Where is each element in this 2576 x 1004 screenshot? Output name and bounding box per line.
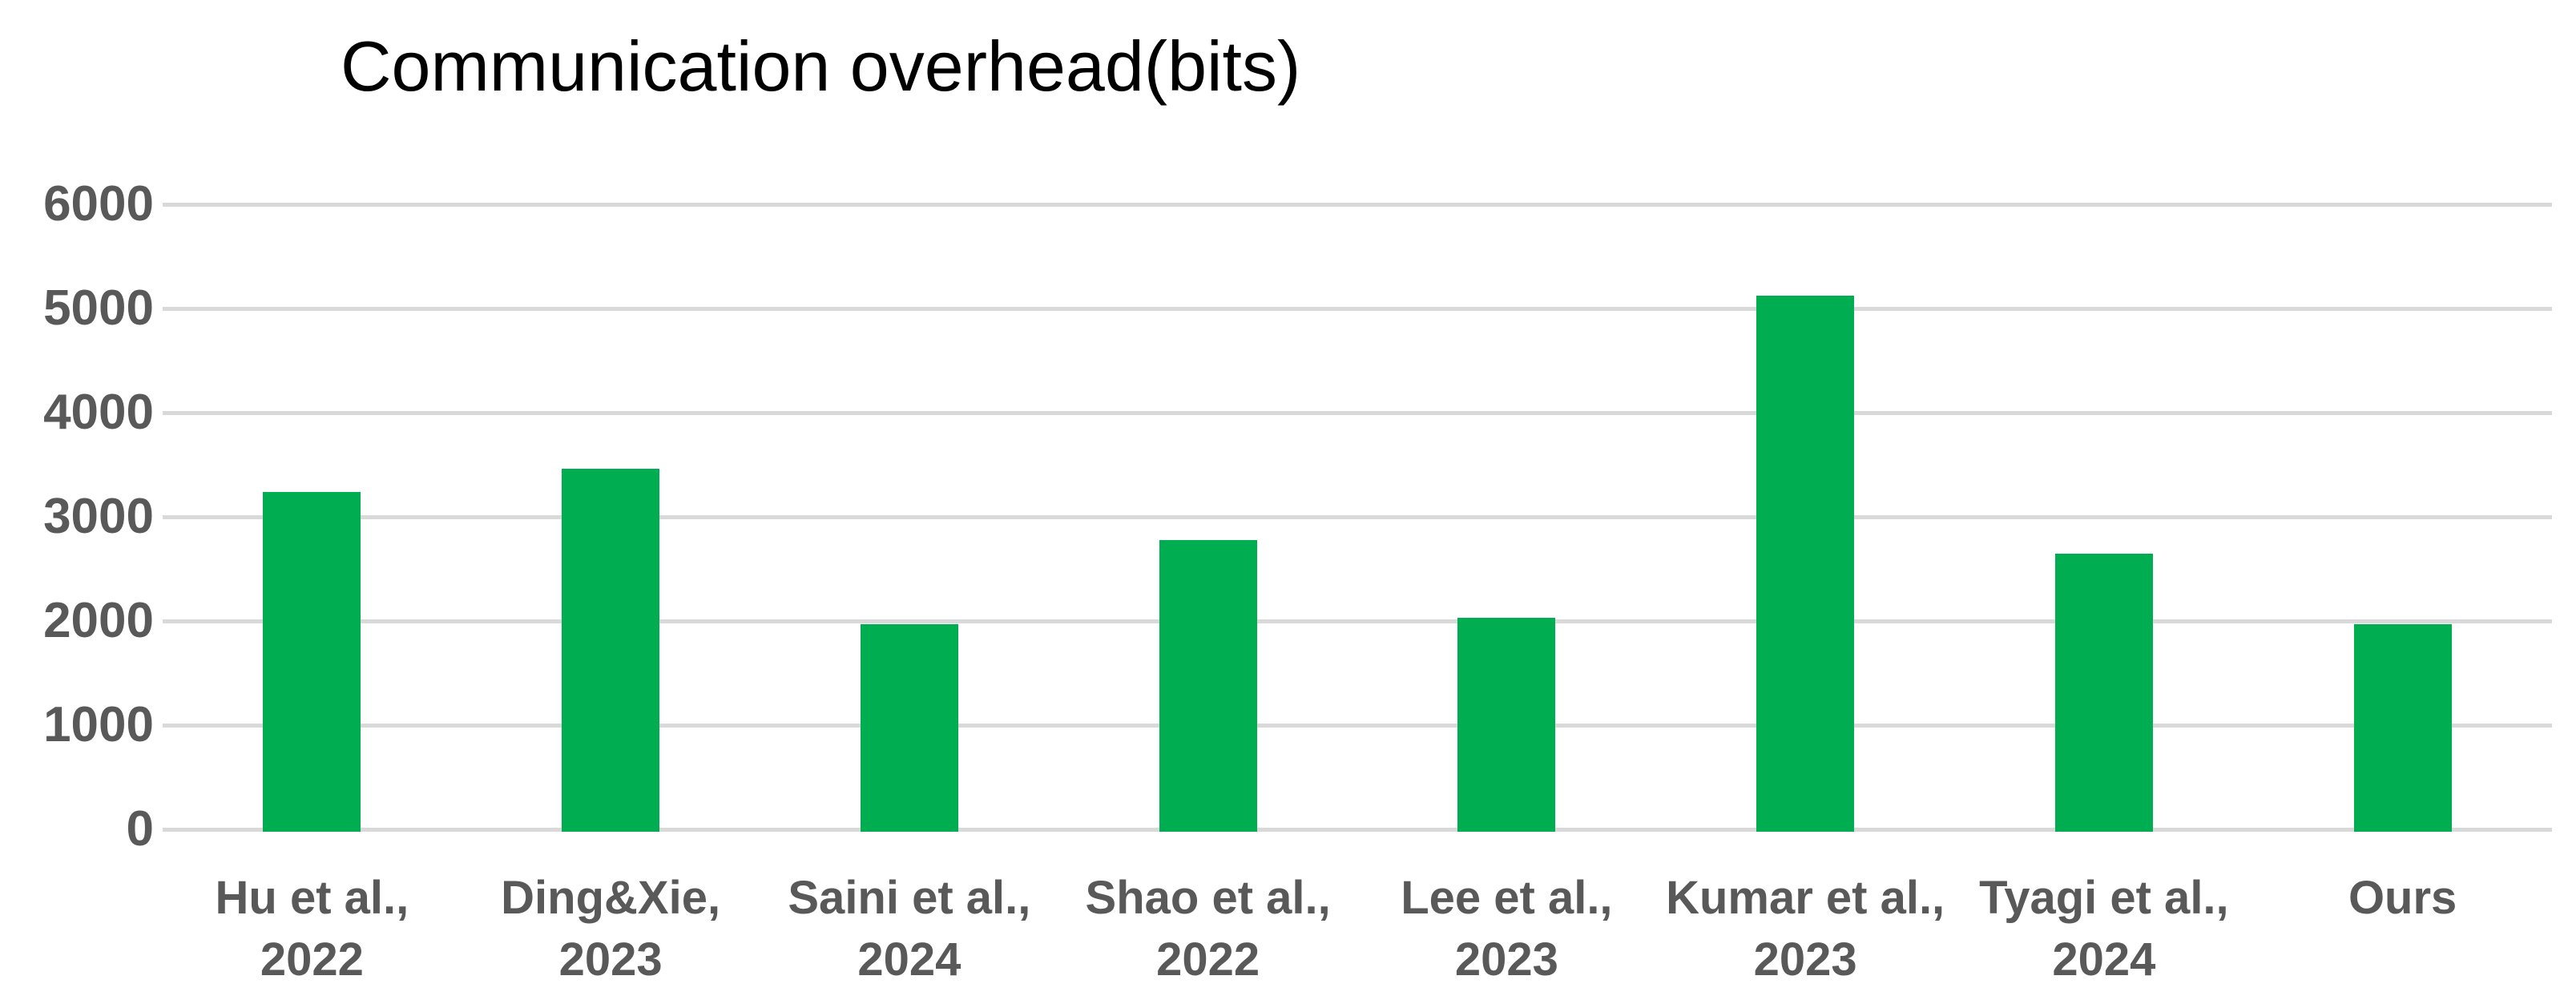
y-axis-tick-label: 2000 <box>43 593 154 648</box>
x-axis-category-label: Tyagi et al., 2024 <box>1979 867 2229 990</box>
bar-Kumar et al., 2023 <box>1756 296 1855 832</box>
x-axis-category-label-line: 2023 <box>1454 933 1558 986</box>
x-axis-category-label-line: Ours <box>2348 872 2457 924</box>
y-axis-tick-label: 4000 <box>43 385 154 440</box>
x-axis-category-label-line: Tyagi et al., <box>1979 872 2229 924</box>
plot-area <box>163 203 2552 832</box>
x-axis-category-label: Kumar et al., 2023 <box>1666 867 1945 990</box>
x-axis-category-label-line: 2022 <box>1156 933 1260 986</box>
y-axis-tick-label: 1000 <box>43 697 154 752</box>
gridline <box>163 828 2552 832</box>
chart-title: Communication overhead(bits) <box>341 26 1301 106</box>
x-axis-category-label-line: Hu et al., <box>215 872 409 924</box>
bar-Tyagi et al., 2024 <box>2054 553 2153 832</box>
x-axis-category-label-line: Shao et al., <box>1085 872 1331 924</box>
x-axis-category-label: Shao et al., 2022 <box>1086 867 1331 990</box>
gridline <box>163 411 2552 415</box>
x-axis-category-label-line: 2024 <box>2052 933 2156 986</box>
x-axis-category-label-line: Ding&Xie, <box>501 872 721 924</box>
bar-Saini et al., 2024 <box>860 623 958 832</box>
x-axis-category-label-line: 2023 <box>558 933 663 986</box>
y-axis-tick-label: 5000 <box>43 280 154 336</box>
bar-Ding&Xie, 2023 <box>562 469 660 832</box>
gridline <box>163 307 2552 311</box>
x-axis-category-label: Ding&Xie, 2023 <box>501 867 720 990</box>
x-axis-category-label-line: Saini et al., <box>788 872 1031 924</box>
y-axis-tick-label: 6000 <box>43 176 154 232</box>
gridline <box>163 203 2552 207</box>
bar-Ours <box>2353 623 2452 832</box>
gridline <box>163 515 2552 519</box>
x-axis-category-label-line: 2023 <box>1753 933 1857 986</box>
x-axis-category-label-line: 2024 <box>857 933 961 986</box>
x-axis-category-label-line: Lee et al., <box>1401 872 1613 924</box>
bar-Hu et al., 2022 <box>263 491 361 832</box>
y-axis-tick-label: 0 <box>126 801 154 857</box>
x-axis-category-label: Saini et al., 2024 <box>788 867 1030 990</box>
x-axis-category-label: Lee et al., 2023 <box>1401 867 1612 990</box>
gridline <box>163 724 2552 728</box>
gridline <box>163 619 2552 623</box>
bar-Shao et al., 2022 <box>1159 539 1257 832</box>
y-axis: 0 1000 2000 3000 4000 5000 6000 <box>0 0 154 1004</box>
x-axis-category-label-line: Kumar et al., <box>1666 872 1945 924</box>
x-axis-category-label-line: 2022 <box>260 933 364 986</box>
y-axis-tick-label: 3000 <box>43 489 154 544</box>
x-axis-category-label: Hu et al., 2022 <box>216 867 409 990</box>
x-axis-category-label: Ours <box>2348 867 2457 929</box>
bar-Lee et al., 2023 <box>1457 618 1556 832</box>
